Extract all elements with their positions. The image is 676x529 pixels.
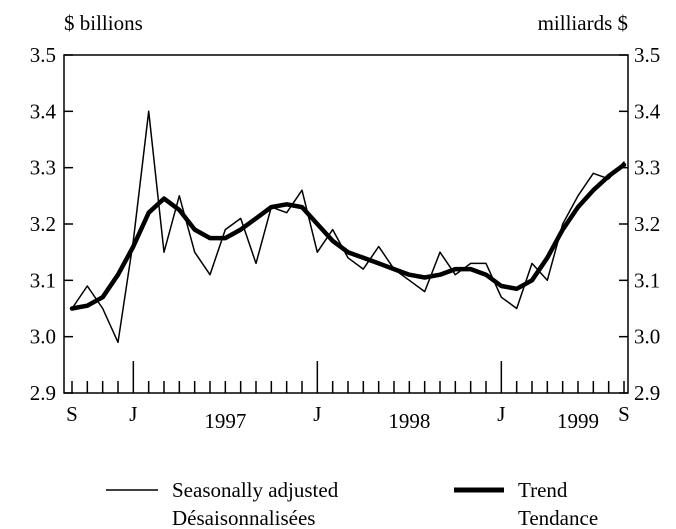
x-tick-label: S	[66, 402, 78, 426]
y-tick-label-right: 3.5	[634, 43, 660, 67]
left-unit-label: $ billions	[64, 11, 143, 35]
y-tick-label-right: 3.1	[634, 268, 660, 292]
y-tick-label-left: 3.3	[30, 156, 56, 180]
right-unit-label: milliards $	[538, 11, 628, 35]
legend-label-tendance: Tendance	[518, 506, 598, 529]
y-axis-right: 2.9 3.0 3.1 3.2 3.3 3.4 3.5	[619, 43, 661, 405]
plot-frame	[63, 54, 629, 394]
series-layer	[69, 110, 627, 344]
legend-label-trend: Trend	[518, 478, 568, 502]
legend-label-desaisonnalisees: Désaisonnalisées	[172, 506, 315, 529]
y-tick-label-left: 3.2	[30, 212, 56, 236]
y-tick-label-right: 3.0	[634, 325, 660, 349]
y-tick-label-right: 2.9	[634, 381, 660, 405]
y-tick-label-left: 3.4	[30, 99, 57, 123]
x-year-label: 1997	[204, 409, 246, 433]
x-tick-label: J	[129, 402, 137, 426]
y-tick-label-left: 3.5	[30, 43, 56, 67]
y-tick-label-left: 3.0	[30, 325, 56, 349]
y-axis-left: 2.9 3.0 3.1 3.2 3.3 3.4 3.5	[30, 43, 73, 405]
legend: Seasonally adjusted Désaisonnalisées Tre…	[106, 478, 598, 529]
y-tick-label-right: 3.3	[634, 156, 660, 180]
y-tick-label-right: 3.2	[634, 212, 660, 236]
y-tick-label-left: 2.9	[30, 381, 56, 405]
y-tick-label-right: 3.4	[634, 99, 661, 123]
x-year-label: 1998	[388, 409, 430, 433]
x-tick-label: J	[313, 402, 321, 426]
series-line-trend	[69, 162, 627, 311]
x-axis: S J J J S 1997 1998 1999	[66, 361, 630, 433]
x-year-label: 1999	[557, 409, 599, 433]
x-tick-label: S	[618, 402, 630, 426]
x-tick-label: J	[497, 402, 505, 426]
y-tick-label-left: 3.1	[30, 268, 56, 292]
legend-label-seasonally-adjusted: Seasonally adjusted	[172, 478, 339, 502]
series-line-seasonally-adjusted	[71, 110, 625, 344]
